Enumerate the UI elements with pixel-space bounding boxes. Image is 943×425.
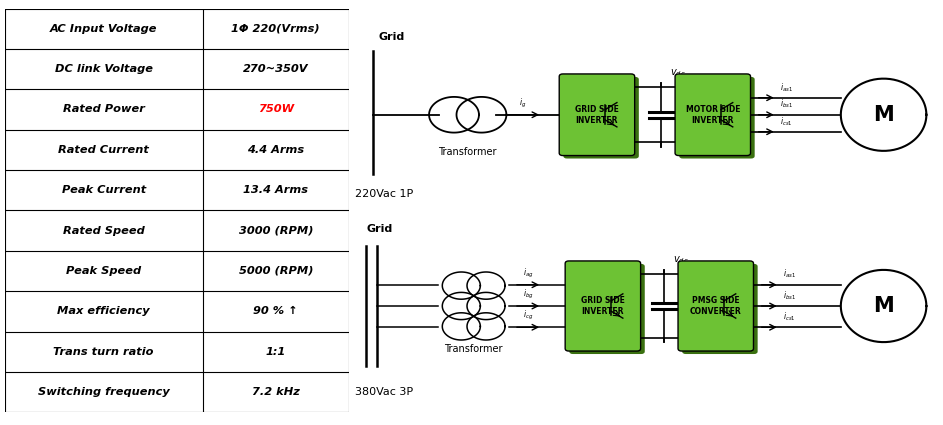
- Text: 380Vac 3P: 380Vac 3P: [355, 387, 413, 397]
- Text: Peak Current: Peak Current: [61, 185, 146, 195]
- Text: GRID SIDE
INVERTER: GRID SIDE INVERTER: [581, 296, 625, 316]
- Text: Max efficiency: Max efficiency: [58, 306, 150, 316]
- Text: 4.4 Arms: 4.4 Arms: [247, 145, 305, 155]
- Text: 13.4 Arms: 13.4 Arms: [243, 185, 308, 195]
- Text: $i_{bs1}$: $i_{bs1}$: [783, 289, 796, 302]
- Text: 1:1: 1:1: [266, 347, 286, 357]
- FancyBboxPatch shape: [682, 264, 757, 354]
- Text: Switching frequency: Switching frequency: [38, 387, 170, 397]
- Text: MOTOR SIDE
INVERTER: MOTOR SIDE INVERTER: [686, 105, 740, 125]
- Text: 7.2 kHz: 7.2 kHz: [252, 387, 300, 397]
- Text: $i_{bs1}$: $i_{bs1}$: [780, 98, 793, 111]
- Polygon shape: [841, 79, 926, 151]
- Text: $i_{as1}$: $i_{as1}$: [783, 268, 796, 280]
- Text: 750W: 750W: [257, 105, 294, 114]
- Text: $i_{bg}$: $i_{bg}$: [522, 288, 534, 301]
- Text: PMSG SIDE
CONVERTER: PMSG SIDE CONVERTER: [690, 296, 741, 316]
- Text: 90 % ↑: 90 % ↑: [254, 306, 298, 316]
- Text: AC Input Voltage: AC Input Voltage: [50, 24, 157, 34]
- Text: Peak Speed: Peak Speed: [66, 266, 141, 276]
- Text: DC link Voltage: DC link Voltage: [55, 64, 153, 74]
- FancyBboxPatch shape: [675, 74, 751, 156]
- Text: $i_{cg}$: $i_{cg}$: [523, 309, 533, 322]
- Text: M: M: [873, 105, 894, 125]
- FancyBboxPatch shape: [563, 77, 638, 159]
- Text: Rated Power: Rated Power: [63, 105, 144, 114]
- Text: Rated Speed: Rated Speed: [63, 226, 144, 235]
- FancyBboxPatch shape: [559, 74, 635, 156]
- Text: M: M: [873, 296, 894, 316]
- FancyBboxPatch shape: [679, 77, 754, 159]
- Text: 220Vac 1P: 220Vac 1P: [355, 189, 413, 199]
- Text: Rated Current: Rated Current: [58, 145, 149, 155]
- Text: Grid: Grid: [379, 32, 405, 42]
- Text: $i_g$: $i_g$: [519, 96, 526, 110]
- FancyBboxPatch shape: [565, 261, 640, 351]
- Text: 5000 (RPM): 5000 (RPM): [239, 266, 313, 276]
- Text: $i_{as1}$: $i_{as1}$: [780, 81, 793, 94]
- Text: Transformer: Transformer: [438, 147, 497, 157]
- Text: 270~350V: 270~350V: [243, 64, 308, 74]
- Text: $i_{cs1}$: $i_{cs1}$: [783, 311, 795, 323]
- Text: $i_{ag}$: $i_{ag}$: [522, 266, 534, 280]
- Text: Transformer: Transformer: [444, 344, 503, 354]
- Text: Trans turn ratio: Trans turn ratio: [54, 347, 154, 357]
- FancyBboxPatch shape: [570, 264, 645, 354]
- Text: GRID SIDE
INVERTER: GRID SIDE INVERTER: [575, 105, 619, 125]
- Text: Grid: Grid: [367, 224, 393, 234]
- Text: $v_{dc}$: $v_{dc}$: [672, 254, 688, 266]
- Text: $v_{dc}$: $v_{dc}$: [670, 67, 686, 79]
- FancyBboxPatch shape: [678, 261, 753, 351]
- Text: 3000 (RPM): 3000 (RPM): [239, 226, 313, 235]
- Polygon shape: [841, 270, 926, 342]
- Text: 1Φ 220(Vrms): 1Φ 220(Vrms): [231, 24, 320, 34]
- Text: $i_{cs1}$: $i_{cs1}$: [780, 115, 792, 128]
